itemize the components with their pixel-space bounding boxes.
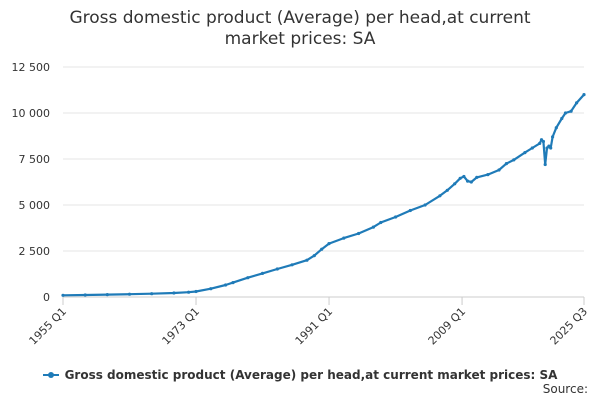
data-point: [466, 179, 470, 183]
data-point: [150, 292, 154, 296]
data-point: [551, 135, 555, 139]
data-point: [312, 254, 316, 258]
data-point: [523, 151, 527, 155]
data-point: [458, 176, 462, 180]
data-point: [305, 258, 309, 262]
data-point: [61, 293, 65, 297]
y-tick-label: 12 500: [12, 61, 51, 74]
series-group: [61, 93, 586, 297]
data-point: [327, 242, 331, 246]
data-point: [246, 276, 250, 280]
data-point: [438, 194, 442, 198]
data-point: [342, 236, 346, 240]
data-point: [394, 215, 398, 219]
x-axis-ticks: [62, 297, 585, 305]
y-tick-label: 2 500: [19, 245, 51, 258]
data-point: [512, 158, 516, 162]
data-point: [560, 116, 564, 121]
data-point: [320, 247, 324, 251]
data-point: [260, 271, 265, 275]
x-axis-tick-labels: 1955 Q1 1973 Q1 1991 Q1 2009 Q1 2025 Q3: [27, 305, 591, 348]
data-point: [187, 290, 191, 294]
y-tick-label: 0: [43, 291, 50, 304]
series-line: [61, 93, 586, 297]
data-point: [563, 111, 568, 115]
data-point: [504, 162, 508, 166]
legend-line-marker-icon: [42, 372, 59, 378]
legend-label: Gross domestic product (Average) per hea…: [64, 368, 558, 382]
data-point: [486, 173, 490, 177]
x-tick-label: 1955 Q1: [27, 305, 70, 348]
data-point: [475, 175, 479, 179]
data-point: [469, 180, 473, 184]
chart-title: Gross domestic product (Average) per hea…: [0, 8, 600, 50]
y-tick-label: 5 000: [19, 199, 51, 212]
y-tick-label: 10 000: [12, 107, 51, 120]
data-point: [497, 168, 501, 172]
data-point: [290, 263, 294, 267]
legend[interactable]: Gross domestic product (Average) per hea…: [0, 365, 600, 382]
data-point: [127, 292, 132, 296]
data-point: [357, 231, 361, 236]
data-point: [194, 289, 198, 294]
y-axis-tick-labels: 0 2 500 5 000 7 500 10 000 12 500: [12, 61, 51, 304]
data-point: [105, 293, 109, 297]
data-point: [543, 162, 547, 167]
x-tick-label: 1973 Q1: [160, 305, 203, 348]
data-point: [541, 139, 546, 144]
x-tick-label: 2009 Q1: [426, 305, 469, 348]
data-point: [575, 101, 579, 105]
data-point: [462, 174, 466, 179]
gridlines: [63, 66, 584, 298]
data-point: [224, 283, 228, 287]
data-point: [231, 281, 235, 285]
data-point: [83, 293, 87, 297]
x-tick-label: 1991 Q1: [293, 305, 336, 348]
source-note: Source:: [542, 382, 588, 396]
data-point: [569, 109, 573, 113]
data-point: [538, 141, 542, 145]
x-tick-label: 2025 Q3: [548, 305, 591, 348]
data-point: [209, 287, 213, 291]
chart-title-line-2: market prices: SA: [224, 29, 376, 49]
data-point: [408, 208, 412, 213]
data-point: [554, 126, 558, 130]
data-point: [423, 203, 427, 207]
chart-title-line-1: Gross domestic product (Average) per hea…: [69, 8, 531, 28]
data-point: [582, 93, 586, 97]
data-point: [371, 225, 375, 229]
data-point: [275, 267, 279, 271]
data-point: [453, 182, 457, 186]
y-tick-label: 7 500: [19, 153, 51, 166]
data-point: [445, 188, 449, 192]
data-point: [379, 220, 383, 225]
data-point: [172, 291, 176, 295]
legend-item[interactable]: Gross domestic product (Average) per hea…: [42, 368, 558, 382]
data-point: [530, 146, 534, 150]
data-point: [549, 146, 553, 150]
